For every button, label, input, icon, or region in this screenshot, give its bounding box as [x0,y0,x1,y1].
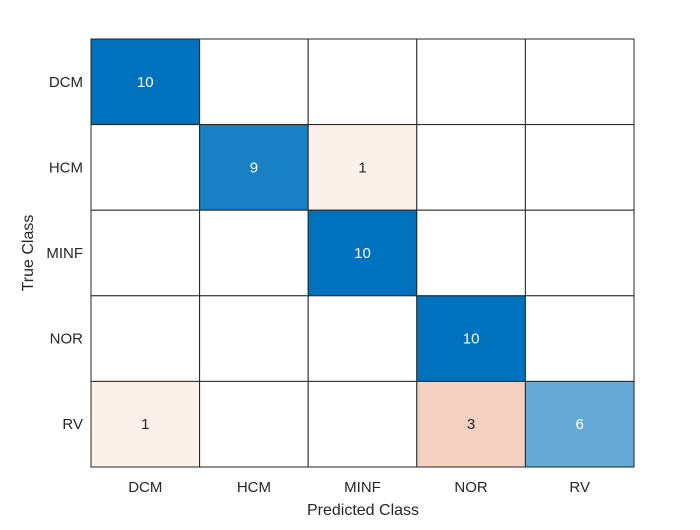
matrix-cell [307,38,418,126]
matrix-cell [90,295,201,382]
matrix-cell [90,124,201,211]
y-tick-label: NOR [50,331,84,348]
cell-value-label: 10 [463,331,480,348]
x-tick-label: DCM [128,479,162,496]
matrix-cell [524,124,635,211]
matrix-cell [199,38,309,126]
matrix-cell [416,124,526,211]
matrix-cell [524,209,635,297]
cell-value-label: 9 [250,159,258,176]
matrix-cell [524,295,635,382]
matrix-cell [90,209,201,297]
cell-value-label: 6 [576,416,584,433]
matrix-cell [90,380,201,468]
cell-value-label: 10 [354,245,371,262]
y-tick-label: MINF [46,245,83,262]
x-tick-label: NOR [454,479,488,496]
cell-value-label: 1 [141,416,149,433]
matrix-cell [307,380,418,468]
y-axis-title: True Class [20,215,37,292]
cell-value-label: 3 [467,416,475,433]
y-tick-label: RV [62,416,83,433]
cells-layer [90,38,635,468]
matrix-cell [199,380,309,468]
matrix-cell [416,209,526,297]
y-tick-label: DCM [49,74,83,91]
cell-value-label: 10 [137,74,154,91]
value-labels-layer: 10 9 1 10 10 1 3 6 [137,74,584,433]
x-tick-label: MINF [344,479,381,496]
x-tick-label: RV [569,479,590,496]
y-tick-label: HCM [49,159,83,176]
matrix-cell [524,38,635,126]
matrix-cell [307,209,418,297]
matrix-cell [90,38,201,126]
x-tick-label: HCM [237,479,271,496]
matrix-cell [199,209,309,297]
matrix-cell [307,295,418,382]
matrix-cell [524,380,635,468]
matrix-cell [199,295,309,382]
y-tick-labels: DCM HCM MINF NOR RV [46,74,83,433]
matrix-cell [416,295,526,382]
matrix-cell [307,124,418,211]
matrix-cell [416,38,526,126]
cell-value-label: 1 [358,159,366,176]
x-tick-labels: DCM HCM MINF NOR RV [128,479,590,496]
x-axis-title: Predicted Class [307,502,419,519]
